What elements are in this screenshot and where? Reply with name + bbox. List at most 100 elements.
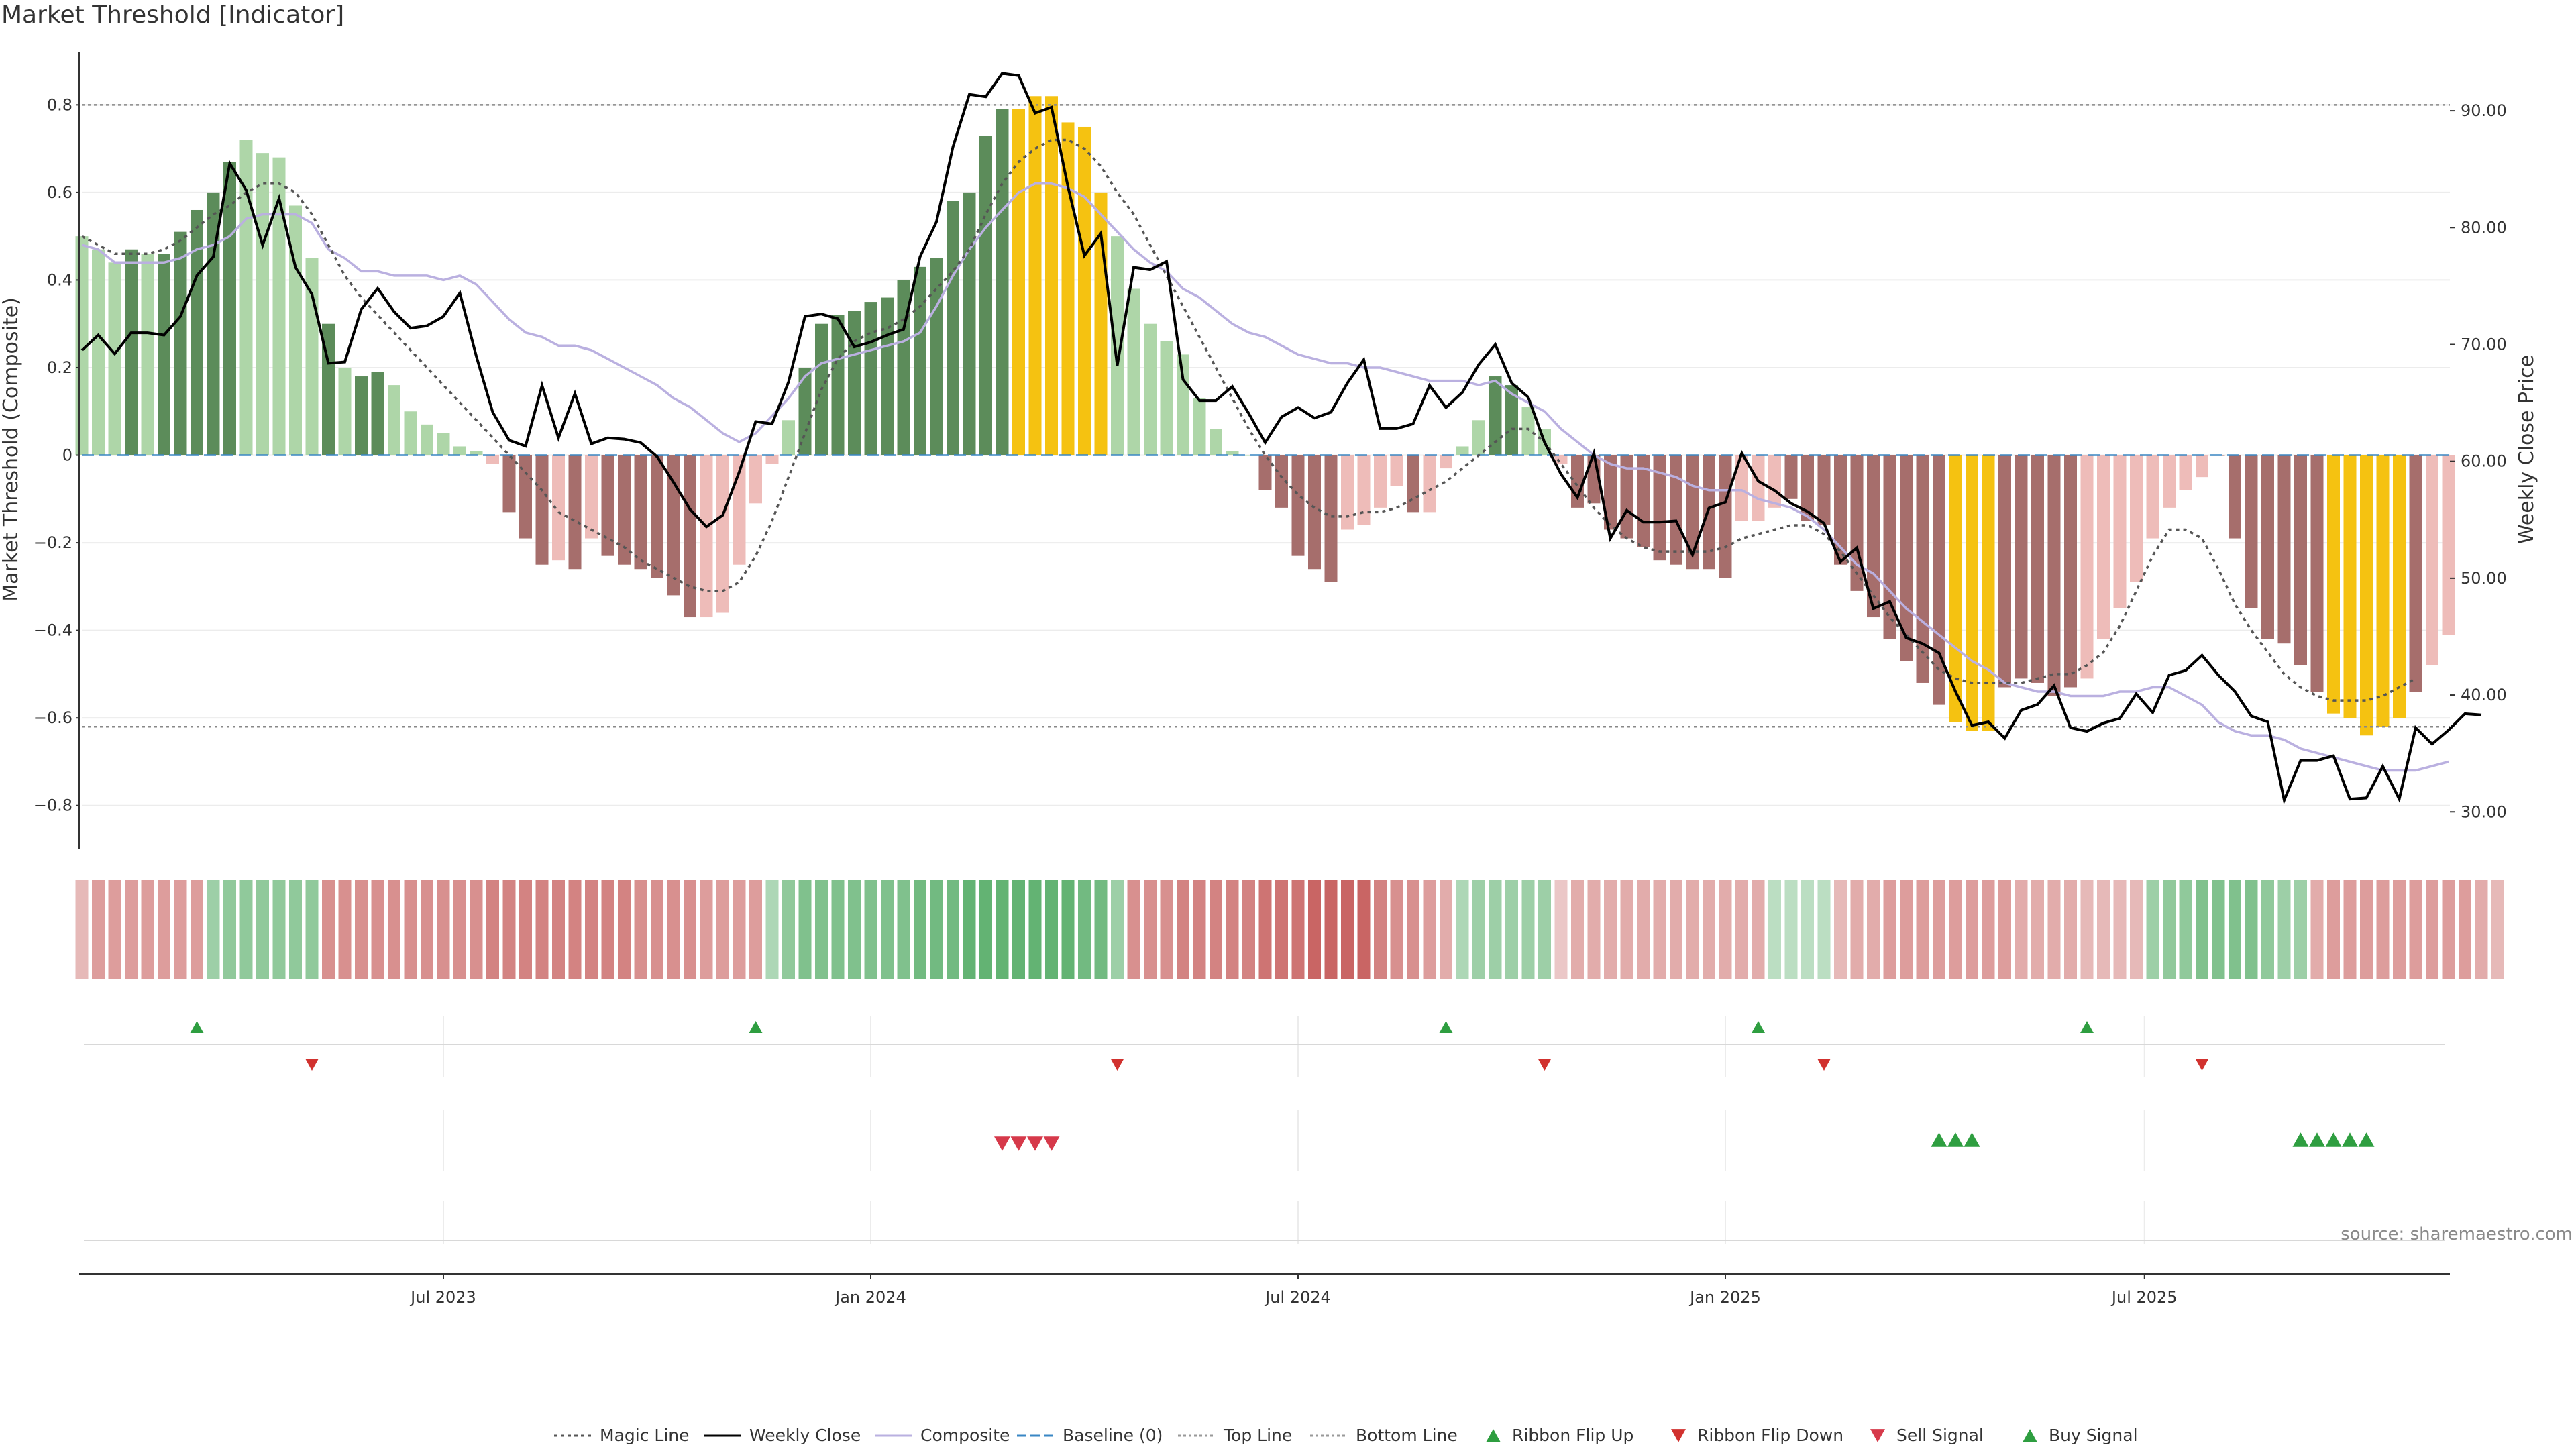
ribbon-cell — [2310, 880, 2324, 979]
threshold-bar — [979, 136, 992, 455]
threshold-bar — [897, 280, 910, 455]
threshold-bar — [2196, 455, 2208, 478]
ribbon-cell — [1703, 880, 1715, 979]
threshold-bar — [1554, 455, 1568, 464]
ribbon-cell — [2491, 880, 2504, 979]
ribbon-cell — [914, 880, 926, 979]
ribbon-cell — [1127, 880, 1140, 979]
magic-line — [81, 138, 2416, 702]
threshold-bar — [174, 231, 187, 455]
threshold-bar — [1127, 288, 1140, 455]
ribbon-cell — [1291, 880, 1305, 979]
ribbon-cell — [2196, 880, 2208, 979]
ribbon-cell — [1554, 880, 1568, 979]
threshold-bar — [1423, 455, 1436, 513]
ribbon-cell — [207, 880, 220, 979]
threshold-bar — [338, 367, 352, 455]
legend-label: Sell Signal — [1896, 1426, 1984, 1445]
ribbon-cell — [881, 880, 894, 979]
x-tick-label: Jan 2025 — [1688, 1288, 1761, 1307]
y-tick-right: 30.00 — [2461, 802, 2507, 821]
ribbon-cell — [2294, 880, 2307, 979]
threshold-bar — [1998, 455, 2011, 688]
ribbon-cell — [1620, 880, 1633, 979]
threshold-bar — [125, 249, 138, 455]
threshold-bar — [371, 372, 384, 455]
ribbon-cell — [1242, 880, 1255, 979]
ribbon-cell — [1456, 880, 1469, 979]
ribbon-cell — [1144, 880, 1157, 979]
ribbon-cell — [601, 880, 614, 979]
legend-label: Baseline (0) — [1063, 1426, 1163, 1445]
ribbon-cell — [421, 880, 433, 979]
threshold-bars — [75, 96, 2455, 736]
ribbon-cell — [1045, 880, 1058, 979]
legend-label: Buy Signal — [2049, 1426, 2138, 1445]
threshold-bar — [1456, 446, 1469, 455]
threshold-bar — [864, 302, 877, 455]
threshold-bar — [1521, 407, 1535, 455]
threshold-bar — [1275, 455, 1288, 508]
ribbon-cell — [2097, 880, 2110, 979]
ribbon-cell — [1193, 880, 1206, 979]
threshold-bar — [92, 249, 105, 455]
ribbon-flip-up-marker — [1439, 1021, 1453, 1033]
ribbon-cell — [2442, 880, 2455, 979]
ribbon-cell — [191, 880, 203, 979]
threshold-bar — [1357, 455, 1371, 525]
ribbon-cell — [1012, 880, 1025, 979]
ribbon-cell — [1061, 880, 1075, 979]
composite-line — [81, 182, 2449, 772]
legend-label: Bottom Line — [1356, 1426, 1458, 1445]
ribbon-cell — [1374, 880, 1387, 979]
ribbon-flip-down-marker — [2195, 1059, 2209, 1071]
ribbon-cell — [289, 880, 302, 979]
threshold-bar — [2393, 455, 2406, 718]
ribbon-flip-up-marker — [190, 1021, 204, 1033]
buy-signal-marker — [2342, 1132, 2358, 1147]
threshold-bar — [2146, 455, 2159, 539]
y-tick-right: 60.00 — [2461, 452, 2507, 471]
ribbon-cell — [305, 880, 319, 979]
ribbon-cell — [1258, 880, 1272, 979]
legend-swatch — [1870, 1429, 1885, 1442]
threshold-bar — [256, 153, 269, 455]
threshold-bar — [2097, 455, 2110, 639]
buy-signal-marker — [2358, 1132, 2375, 1147]
ribbon-cell — [1949, 880, 1962, 979]
threshold-bar — [831, 315, 845, 455]
ribbon-cell — [2475, 880, 2488, 979]
threshold-bar — [108, 262, 121, 455]
threshold-bar — [2245, 455, 2258, 608]
threshold-bar — [618, 455, 631, 565]
legend-label: Ribbon Flip Up — [1512, 1426, 1633, 1445]
threshold-bar — [585, 455, 598, 539]
ribbon-cell — [2113, 880, 2127, 979]
threshold-bar — [2031, 455, 2044, 683]
buy-signal-marker — [1964, 1132, 1980, 1147]
sell-signal-marker — [994, 1136, 1010, 1151]
threshold-bar — [1078, 126, 1091, 455]
threshold-bar — [1390, 455, 1403, 486]
threshold-bar — [1308, 455, 1321, 570]
ribbon-cell — [1587, 880, 1601, 979]
ribbon-cell — [2327, 880, 2340, 979]
ribbon-cell — [1028, 880, 1042, 979]
legend: Magic Line Weekly Close Composite Baseline … — [554, 1426, 2138, 1445]
y-tick-right: 80.00 — [2461, 218, 2507, 237]
threshold-bar — [848, 311, 861, 455]
ribbon-cell — [1998, 880, 2011, 979]
threshold-bar — [1341, 455, 1354, 530]
legend-label: Magic Line — [600, 1426, 690, 1445]
ribbon-cell — [2080, 880, 2094, 979]
x-tick-label: Jul 2023 — [409, 1288, 476, 1307]
threshold-bar — [947, 201, 959, 455]
legend-swatch — [1486, 1429, 1501, 1442]
threshold-bar — [700, 455, 713, 618]
ribbon-cell — [1489, 880, 1502, 979]
threshold-bar — [1752, 455, 1765, 521]
threshold-bar — [1210, 429, 1222, 455]
threshold-bar — [1061, 122, 1075, 455]
threshold-bar — [1242, 455, 1255, 456]
ribbon-cell — [239, 880, 253, 979]
